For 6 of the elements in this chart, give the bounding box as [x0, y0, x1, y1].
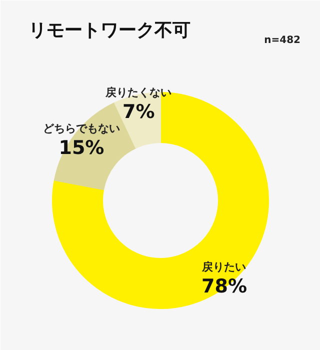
text: n=482: [264, 35, 301, 46]
chart-title: リモートワーク不可: [28, 20, 190, 41]
slice-label: 戻りたい: [201, 260, 246, 274]
slice-label: どちらでもない: [42, 122, 120, 136]
data-label: 7%: [122, 100, 155, 123]
data-label: 15%: [58, 137, 104, 160]
